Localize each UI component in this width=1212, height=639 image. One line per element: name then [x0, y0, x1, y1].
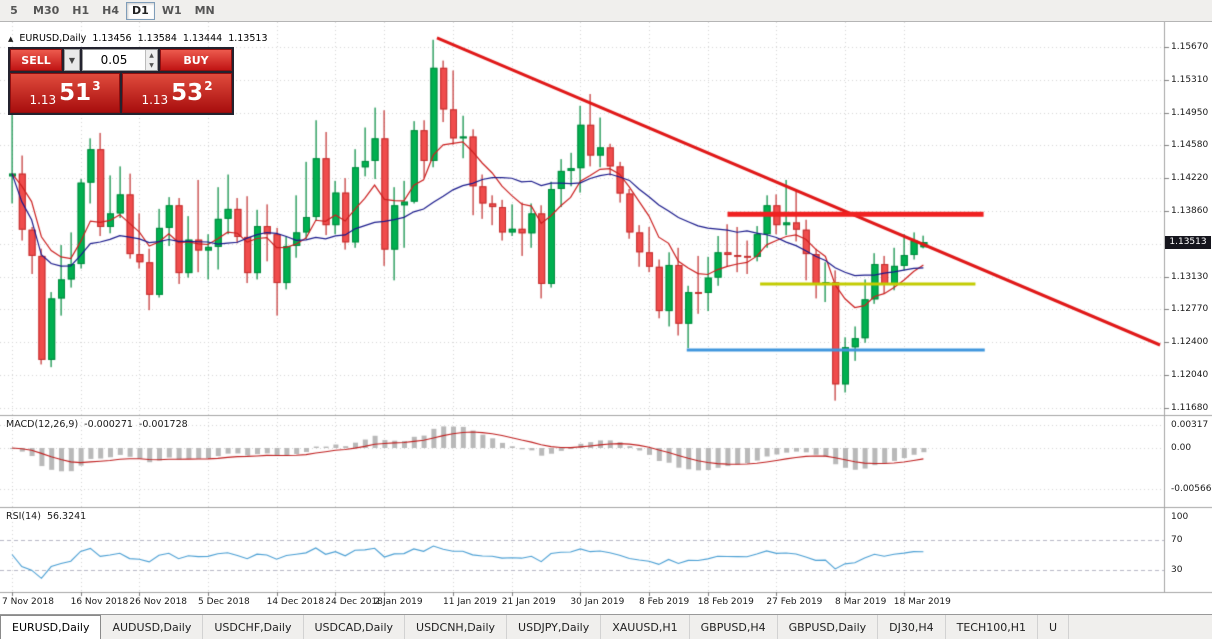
lot-dropdown-button[interactable]: ▼	[64, 49, 80, 71]
tab-eurusd-daily[interactable]: EURUSD,Daily	[0, 615, 102, 639]
date-axis-label: 11 Jan 2019	[443, 597, 497, 607]
ohlc-open-value: 1.13456	[92, 33, 132, 44]
date-axis-label: 14 Dec 2018	[266, 597, 325, 607]
date-axis-label: 16 Nov 2018	[70, 597, 129, 607]
lot-size-field[interactable]: 0.05 ▲ ▼	[82, 49, 158, 71]
timeframe-toolbar: 5 M30 H1 H4 D1 W1 MN	[0, 0, 1212, 22]
buy-button[interactable]: BUY	[160, 49, 232, 71]
date-axis-label: 8 Feb 2019	[639, 597, 690, 607]
tab-u[interactable]: U	[1038, 615, 1070, 639]
price-scale-label: 1.15670	[1171, 42, 1209, 52]
ohlc-close-value: 1.13513	[228, 33, 268, 44]
lot-decrement-button[interactable]: ▼	[146, 60, 157, 70]
rsi-scale-label: 30	[1171, 564, 1183, 575]
macd-scale-label: 0.00317	[1171, 419, 1209, 430]
date-axis-label: 18 Feb 2019	[697, 597, 754, 607]
timeframe-button-h4[interactable]: H4	[102, 4, 120, 17]
rsi-scale-label: 70	[1171, 534, 1183, 545]
timeframe-button-5[interactable]: 5	[10, 4, 18, 17]
tab-usdchf-daily[interactable]: USDCHF,Daily	[203, 615, 304, 639]
one-click-trading-panel: SELL ▼ 0.05 ▲ ▼ BUY 1.13 51 3	[8, 47, 234, 115]
chart-symbol-label: EURUSD,Daily	[19, 33, 87, 44]
chart-tabbar: EURUSD,Daily AUDUSD,Daily USDCHF,Daily USDC…	[0, 614, 1212, 639]
tab-usdcnh-daily[interactable]: USDCNH,Daily	[405, 615, 508, 639]
tab-tech100-h1[interactable]: TECH100,H1	[946, 615, 1039, 639]
tab-gbpusd-daily[interactable]: GBPUSD,Daily	[778, 615, 879, 639]
chevron-down-icon: ▼	[68, 55, 76, 65]
bid-pips: 51	[59, 80, 92, 106]
date-axis-label: 7 Nov 2018	[2, 597, 54, 607]
price-scale-label: 1.14950	[1171, 107, 1209, 118]
sell-button[interactable]: SELL	[10, 49, 62, 71]
price-scale-label: 1.13860	[1171, 206, 1209, 216]
ask-pipette: 2	[204, 79, 213, 93]
ask-big-figure: 1.13	[141, 93, 169, 107]
chart-area: ▲ EURUSD,Daily 1.13456 1.13584 1.13444 1…	[0, 22, 1212, 614]
date-axis-label: 2 Jan 2019	[374, 597, 423, 607]
price-scale-label: 1.12400	[1171, 337, 1209, 348]
ask-price-display[interactable]: 1.13 53 2	[122, 73, 232, 113]
ohlc-high-value: 1.13584	[137, 33, 177, 44]
timeframe-button-h1[interactable]: H1	[72, 4, 90, 17]
timeframe-button-d1[interactable]: D1	[126, 1, 155, 20]
price-scale-label: 1.12770	[1171, 304, 1209, 315]
bid-price-display[interactable]: 1.13 51 3	[10, 73, 120, 113]
rsi-indicator-header: RSI(14) 56.3241	[6, 511, 86, 522]
tab-xauusd-h1[interactable]: XAUUSD,H1	[601, 615, 690, 639]
macd-scale-label: -0.005667	[1171, 484, 1212, 495]
tab-dj30-h4[interactable]: DJ30,H4	[878, 615, 946, 639]
price-scale-label: 1.13130	[1171, 271, 1209, 282]
timeframe-button-mn[interactable]: MN	[194, 4, 215, 17]
date-axis-label: 27 Feb 2019	[766, 597, 823, 607]
ask-pips: 53	[171, 80, 204, 106]
date-axis-label: 18 Mar 2019	[893, 597, 951, 607]
lot-increment-button[interactable]: ▲	[146, 50, 157, 60]
timeframe-button-m30[interactable]: M30	[33, 4, 60, 17]
price-scale-label: 1.12040	[1171, 370, 1209, 380]
date-axis-label: 21 Jan 2019	[501, 597, 556, 607]
lot-size-value[interactable]: 0.05	[100, 53, 128, 67]
chart-collapse-icon[interactable]: ▲	[8, 34, 14, 43]
bid-big-figure: 1.13	[29, 93, 57, 107]
date-axis-label: 8 Mar 2019	[835, 597, 887, 607]
rsi-label: RSI(14)	[6, 511, 41, 522]
tab-gbpusd-h4[interactable]: GBPUSD,H4	[690, 615, 778, 639]
lot-stepper: ▲ ▼	[145, 50, 157, 70]
rsi-value: 56.3241	[46, 511, 87, 522]
price-scale-label: 1.11680	[1171, 402, 1209, 413]
price-scale-label: 1.14220	[1171, 173, 1209, 184]
bid-pipette: 3	[92, 79, 101, 93]
trade-controls-row: SELL ▼ 0.05 ▲ ▼ BUY	[10, 49, 232, 71]
current-price-badge: 1.13513	[1165, 235, 1211, 249]
date-axis-label: 30 Jan 2019	[570, 597, 625, 607]
date-axis-label: 24 Dec 2018	[325, 597, 383, 607]
rsi-scale-label: 100	[1171, 512, 1189, 522]
macd-scale-label: 0.00	[1171, 443, 1192, 453]
tab-usdjpy-daily[interactable]: USDJPY,Daily	[507, 615, 602, 639]
bid-ask-row: 1.13 51 3 1.13 53 2	[10, 73, 232, 113]
date-axis-label: 26 Nov 2018	[129, 597, 188, 607]
macd-signal-value: -0.001728	[138, 419, 188, 430]
timeframe-button-w1[interactable]: W1	[161, 4, 182, 17]
price-chart-canvas[interactable]	[0, 22, 1212, 614]
tab-usdcad-daily[interactable]: USDCAD,Daily	[304, 615, 406, 639]
ohlc-low-value: 1.13444	[182, 33, 223, 44]
date-axis-label: 5 Dec 2018	[198, 597, 250, 607]
chart-ohlc-header: ▲ EURUSD,Daily 1.13456 1.13584 1.13444 1…	[8, 33, 268, 44]
price-scale-label: 1.15310	[1171, 74, 1209, 85]
macd-main-value: -0.000271	[84, 419, 133, 430]
price-scale-label: 1.14580	[1171, 140, 1209, 151]
macd-label: MACD(12,26,9)	[6, 419, 79, 430]
macd-indicator-header: MACD(12,26,9) -0.000271 -0.001728	[6, 419, 188, 430]
tab-audusd-daily[interactable]: AUDUSD,Daily	[101, 615, 204, 639]
